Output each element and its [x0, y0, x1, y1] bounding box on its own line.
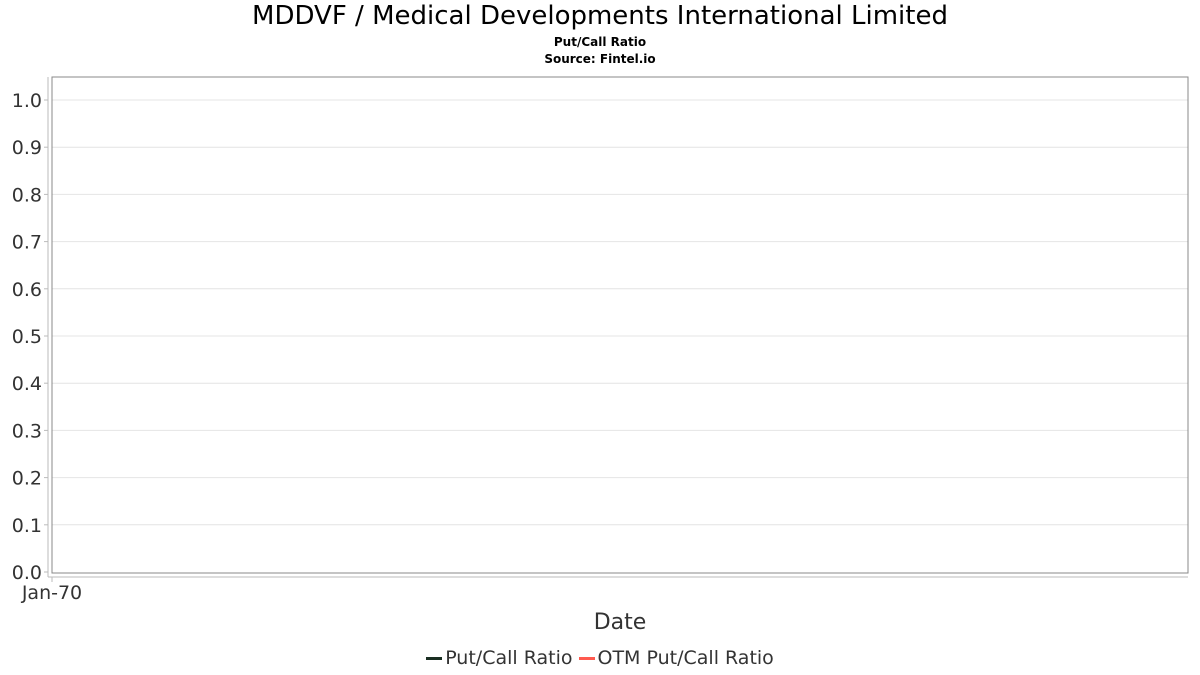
legend-swatch [426, 656, 443, 660]
legend-swatch [578, 656, 595, 660]
y-tick-label: 0.2 [12, 468, 42, 490]
y-tick-label: 0.7 [12, 232, 42, 254]
plot-frame [51, 76, 1189, 574]
y-tick-label: 0.8 [12, 184, 42, 206]
x-axis-ticks: Jan-70 [21, 577, 82, 604]
legend-label: Put/Call Ratio [445, 647, 573, 669]
gridlines [52, 99, 1188, 526]
legend-item[interactable]: OTM Put/Call Ratio [578, 647, 774, 669]
legend: Put/Call Ratio OTM Put/Call Ratio [0, 647, 1200, 669]
y-tick-label: 0.1 [12, 515, 42, 537]
chart-subtitle: Put/Call Ratio [553, 35, 647, 49]
x-tick-label: Jan-70 [21, 582, 82, 604]
chart-title: MDDVF / Medical Developments Internation… [252, 1, 948, 31]
legend-item[interactable]: Put/Call Ratio [426, 647, 573, 669]
y-tick-label: 0.3 [12, 420, 42, 442]
y-tick-label: 0.0 [12, 562, 42, 584]
y-tick-label: 0.4 [12, 373, 42, 395]
y-tick-label: 0.9 [12, 137, 42, 159]
chart-source: Source: Fintel.io [544, 52, 656, 66]
y-tick-label: 0.6 [12, 279, 42, 301]
x-axis-title: Date [594, 610, 647, 635]
y-axis-ticks: 0.0 0.1 0.2 0.3 0.4 0.5 0.6 0.7 0.8 0.9 1.0 [12, 90, 48, 584]
y-tick-label: 0.5 [12, 326, 42, 348]
y-tick-label: 1.0 [12, 90, 42, 112]
legend-label: OTM Put/Call Ratio [597, 647, 774, 669]
